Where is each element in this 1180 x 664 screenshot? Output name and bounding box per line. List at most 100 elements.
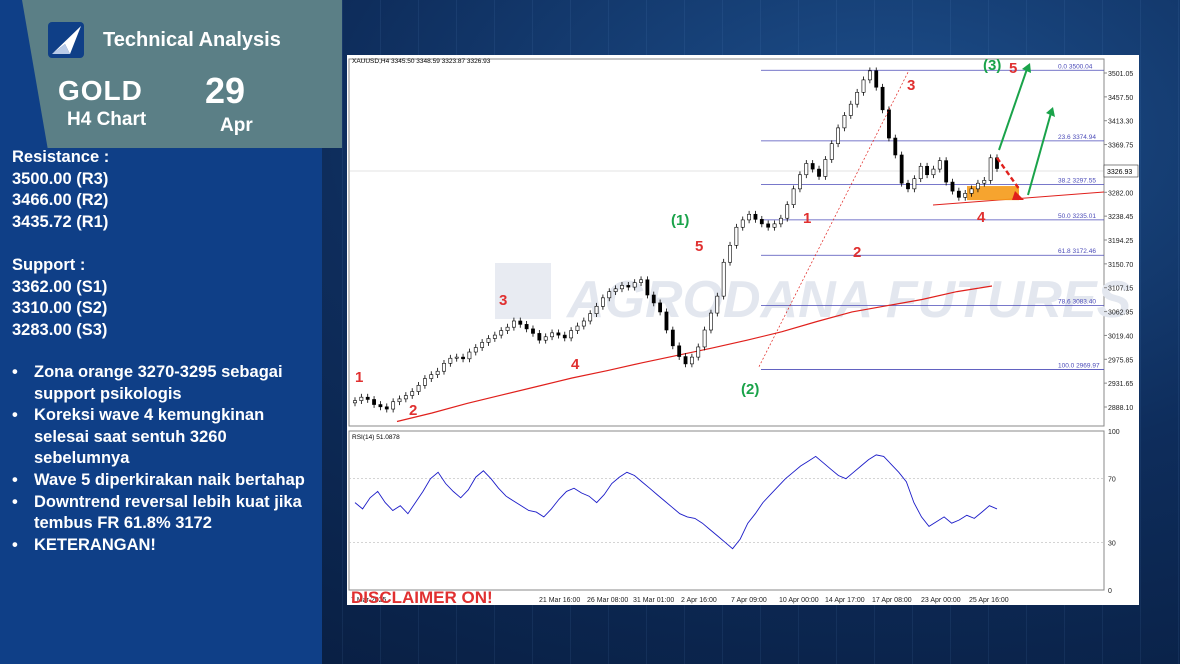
price-tick-label: 3019.40 (1108, 333, 1133, 340)
notes-list: Zona orange 3270-3295 sebagai support ps… (12, 362, 318, 556)
candle-body (804, 163, 809, 176)
x-tick-label: 2 Apr 16:00 (681, 597, 717, 604)
resistance-r1: 3435.72 (R1) (12, 212, 109, 231)
wave-label: 1 (803, 210, 811, 227)
x-tick-label: 26 Mar 08:00 (587, 597, 628, 604)
fib-level-label: 61.8 3172.46 (1058, 248, 1096, 255)
x-tick-label: 23 Apr 00:00 (921, 597, 961, 604)
price-tick-label: 3107.15 (1108, 286, 1133, 293)
moving-average-line (396, 285, 993, 423)
candle-body (734, 226, 739, 246)
x-tick-label: 21 Mar 16:00 (539, 597, 580, 604)
rsi-tick-label: 70 (1108, 477, 1116, 484)
candle-body (893, 137, 898, 156)
candle-body (976, 182, 980, 190)
candle-body (772, 223, 777, 228)
rsi-label: RSI(14) 51.0878 (352, 434, 400, 441)
candle-body (778, 217, 783, 225)
x-tick-label: 31 Mar 01:00 (633, 597, 674, 604)
candle-body (937, 160, 942, 170)
candle-body (925, 165, 929, 176)
price-chart: AGRODANA FUTURES 3501.05 3457.50 3413.30 336… (347, 55, 1139, 605)
arrowhead-icon (1046, 107, 1055, 117)
candle-body (461, 356, 465, 360)
x-tick-label: 25 Apr 16:00 (969, 597, 1009, 604)
candle-body (785, 204, 790, 219)
candle-body (391, 401, 396, 410)
candle-body (435, 370, 440, 375)
candle-body (353, 400, 357, 404)
wave-label: 1 (355, 369, 363, 386)
fib-level-label: 0.0 3500.04 (1058, 63, 1093, 70)
support-s2: 3310.00 (S2) (12, 299, 108, 318)
candle-body (531, 328, 535, 334)
timeframe-label: H4 Chart (67, 109, 147, 130)
candle-body (848, 103, 853, 116)
candle-body (594, 306, 599, 314)
date-day: 29 (205, 70, 246, 111)
support-s3: 3283.00 (S3) (12, 320, 108, 339)
resistance-r3: 3500.00 (R3) (12, 169, 109, 188)
price-tick-label: 3413.30 (1108, 119, 1133, 126)
candle-body (817, 168, 821, 177)
price-tick-label: 3238.45 (1108, 214, 1133, 221)
candle-body (416, 385, 421, 392)
candle-body (823, 159, 828, 177)
candle-body (759, 219, 764, 225)
forecast-pullback-arrow (996, 157, 1020, 190)
rsi-tick-label: 0 (1108, 588, 1112, 595)
candle-body (607, 291, 612, 299)
rsi-tick-label: 100 (1108, 429, 1120, 436)
wave-label: 3 (499, 292, 507, 309)
price-tick-label: 2888.10 (1108, 405, 1133, 412)
candle-body (473, 347, 478, 353)
candle-body (836, 127, 840, 144)
candle-body (645, 279, 650, 296)
candle-body (740, 219, 745, 228)
candle-body (861, 79, 866, 93)
wave-label: (2) (741, 381, 759, 398)
candle-body (601, 297, 605, 307)
price-tick-label: 3062.95 (1108, 310, 1133, 317)
candle-body (480, 342, 485, 348)
arrowhead-icon (1012, 191, 1024, 200)
candle-body (562, 334, 567, 339)
candle-body (887, 109, 891, 139)
candle-body (753, 213, 758, 220)
candle-body (880, 86, 885, 111)
candle-body (423, 378, 427, 386)
candle-body (454, 356, 459, 359)
candle-body (499, 330, 504, 336)
candle-body (512, 320, 516, 328)
candle-body (950, 181, 955, 192)
candle-body (492, 334, 497, 339)
candle-body (683, 356, 688, 365)
candle-body (721, 261, 726, 297)
price-tick-label: 3194.25 (1108, 238, 1133, 245)
wave-label: 4 (571, 356, 580, 373)
note-item: Zona orange 3270-3295 sebagai support ps… (12, 362, 318, 405)
candle-body (747, 213, 751, 221)
chart-svg: AGRODANA FUTURES3501.053457.503413.30336… (348, 57, 1139, 605)
wave-label: (3) (983, 57, 1001, 74)
fib-level-label: 38.2 3297.55 (1058, 178, 1096, 185)
candle-body (651, 294, 656, 304)
candle-body (550, 332, 554, 338)
candle-body (867, 70, 872, 81)
price-tick-label: 3282.00 (1108, 190, 1133, 197)
candle-body (486, 338, 491, 343)
candle-body (677, 345, 682, 357)
fib-level-label: 23.6 3374.94 (1058, 134, 1096, 141)
x-tick-label: 14 Apr 17:00 (825, 597, 865, 604)
support-s1: 3362.00 (S1) (12, 277, 108, 296)
disclaimer-text: DISCLAIMER ON! (351, 588, 493, 605)
wave-label: 5 (1009, 60, 1017, 77)
header-title: Technical Analysis (103, 29, 281, 51)
candle-body (588, 313, 593, 322)
watermark: AGRODANA FUTURES (565, 271, 1132, 329)
candle-body (467, 351, 472, 360)
candle-body (448, 357, 453, 364)
note-item: Koreksi wave 4 kemungkinan selesai saat … (12, 405, 318, 470)
candle-body (702, 329, 707, 348)
candle-body (518, 320, 523, 325)
